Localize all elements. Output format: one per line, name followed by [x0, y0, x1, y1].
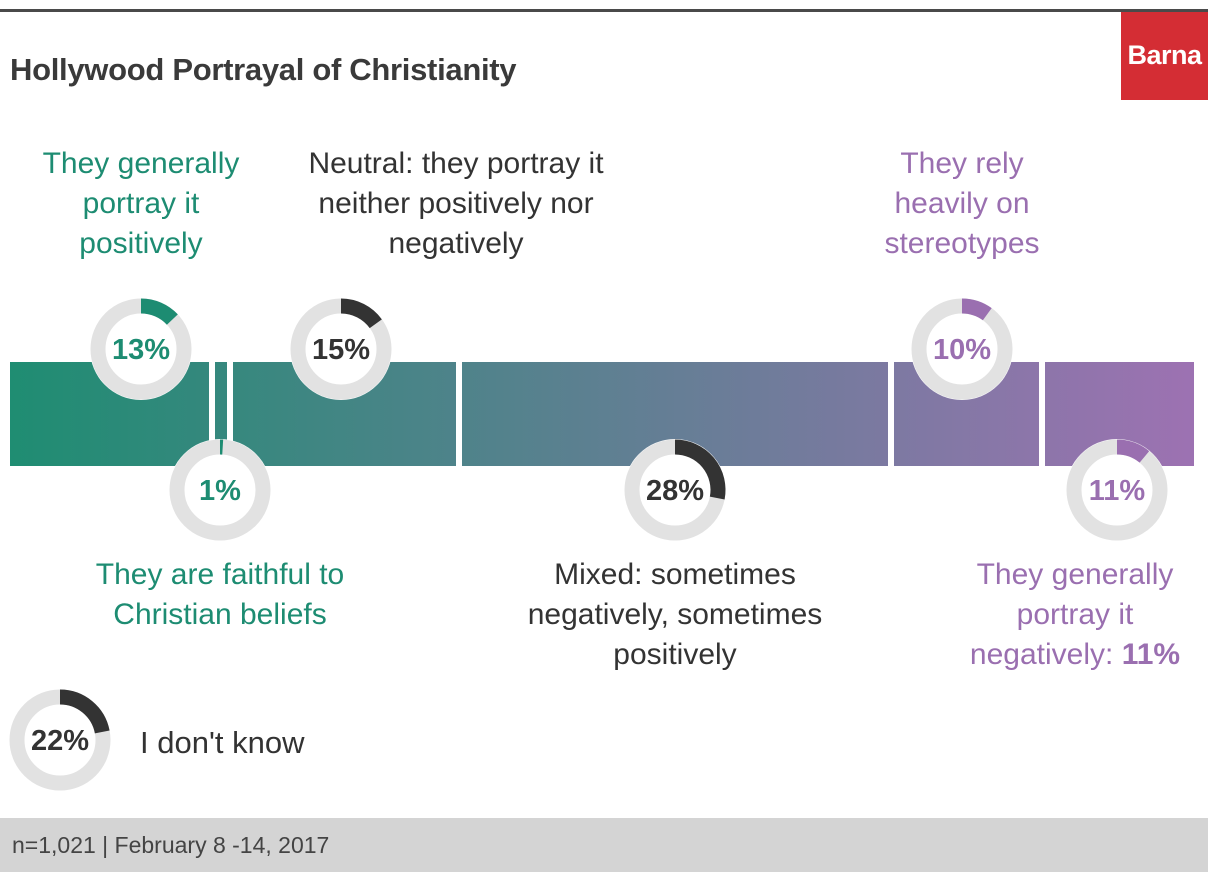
- donut-positive: 13%: [90, 298, 192, 400]
- label-faithful: They are faithful to Christian beliefs: [95, 558, 345, 631]
- footer-bar: [0, 818, 1208, 872]
- label-dont-know: I don't know: [140, 725, 305, 760]
- donut-value-label: 28%: [646, 475, 704, 507]
- donut-value-label: 15%: [312, 334, 370, 366]
- donut-arc: [674, 439, 726, 500]
- top-rule: [0, 9, 1208, 12]
- donut-value-label: 10%: [933, 334, 991, 366]
- label-negative-text: They generally portray it negatively:: [969, 558, 1174, 671]
- donut-value-label: 22%: [31, 725, 89, 757]
- donut-stereotypes: 10%: [911, 298, 1013, 400]
- label-negative-value: 11%: [1121, 638, 1181, 671]
- donut-faithful: 1%: [169, 439, 271, 541]
- chart-title: Hollywood Portrayal of Christianity: [10, 52, 517, 87]
- donut-mixed: 28%: [624, 439, 726, 541]
- donut-arc: [140, 298, 178, 325]
- donut-dont-know: 22%: [9, 689, 111, 791]
- donut-value-label: 13%: [112, 334, 170, 366]
- label-mixed: Mixed: sometimes negatively, sometimes p…: [527, 558, 823, 671]
- donut-value-label: 11%: [1089, 475, 1146, 507]
- donut-negative: 11%: [1066, 439, 1168, 541]
- brand-name: Barna: [1127, 40, 1202, 70]
- donut-arc: [1116, 439, 1150, 463]
- donut-neutral: 15%: [290, 298, 392, 400]
- label-neutral: Neutral: they portray it neither positiv…: [308, 147, 604, 260]
- sample-note: n=1,021 | February 8 -14, 2017: [12, 832, 330, 858]
- barna-logo: Barna: [1121, 12, 1208, 100]
- donut-arc: [961, 298, 992, 321]
- label-stereotypes: They rely heavily on stereotypes: [884, 147, 1040, 260]
- donut-value-label: 1%: [199, 475, 241, 507]
- label-positive: They generally portray it positively: [42, 147, 240, 260]
- donut-arc: [340, 298, 382, 329]
- label-negative: They generally portray it negatively: 11…: [950, 555, 1200, 675]
- donut-arc: [59, 689, 110, 734]
